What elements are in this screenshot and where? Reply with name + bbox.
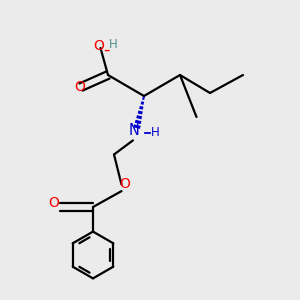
Text: N: N (129, 123, 140, 138)
Text: H: H (109, 38, 118, 52)
Text: O: O (49, 196, 59, 210)
Text: -: - (103, 40, 109, 58)
Text: H: H (151, 126, 160, 139)
Text: O: O (120, 178, 130, 191)
Text: O: O (74, 80, 85, 94)
Text: O: O (94, 40, 104, 53)
